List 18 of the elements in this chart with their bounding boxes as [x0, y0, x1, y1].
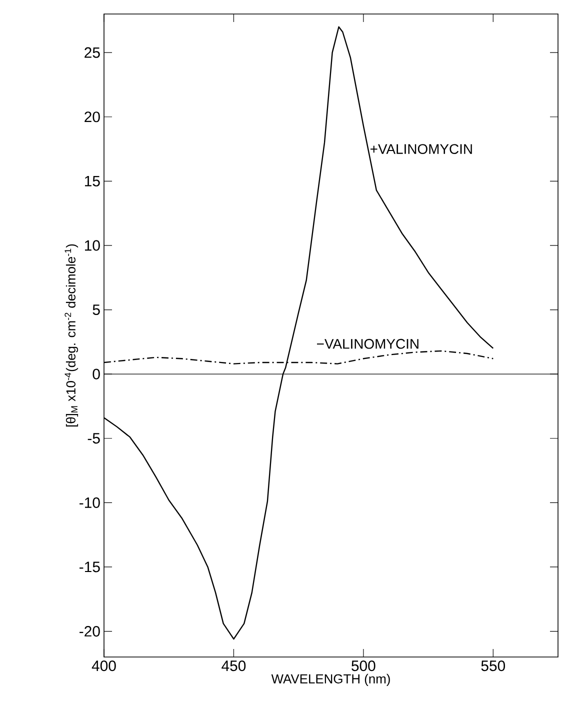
x-tick-label: 500 [352, 660, 376, 672]
y-tick-label: 5 [92, 304, 100, 315]
y-tick-label: -15 [80, 562, 100, 572]
x-tick-label: 400 [92, 660, 116, 672]
y-tick-label: 10 [85, 240, 100, 251]
y-tick-label: -20 [80, 626, 100, 637]
y-tick-label: -10 [80, 497, 100, 508]
y-tick-label: -5 [88, 433, 100, 444]
y-tick-label: 0 [92, 368, 100, 380]
y-tick-label: 15 [85, 176, 100, 186]
text: [θ]$_{M}$ x10$^{-4}$(deg. cm$^{-2}$ decimole$^{-1}$) [64, 244, 78, 427]
x-axis-title: WAVELENGTH (nm) [271, 674, 390, 686]
y-tick-label: 25 [84, 47, 100, 58]
annotation: −VALINOMYCIN [316, 338, 418, 349]
x-tick-label: 450 [222, 660, 246, 672]
annotation: +VALINOMYCIN [370, 144, 472, 154]
y-tick-label: 20 [84, 112, 100, 122]
x-tick-label: 550 [481, 660, 506, 672]
